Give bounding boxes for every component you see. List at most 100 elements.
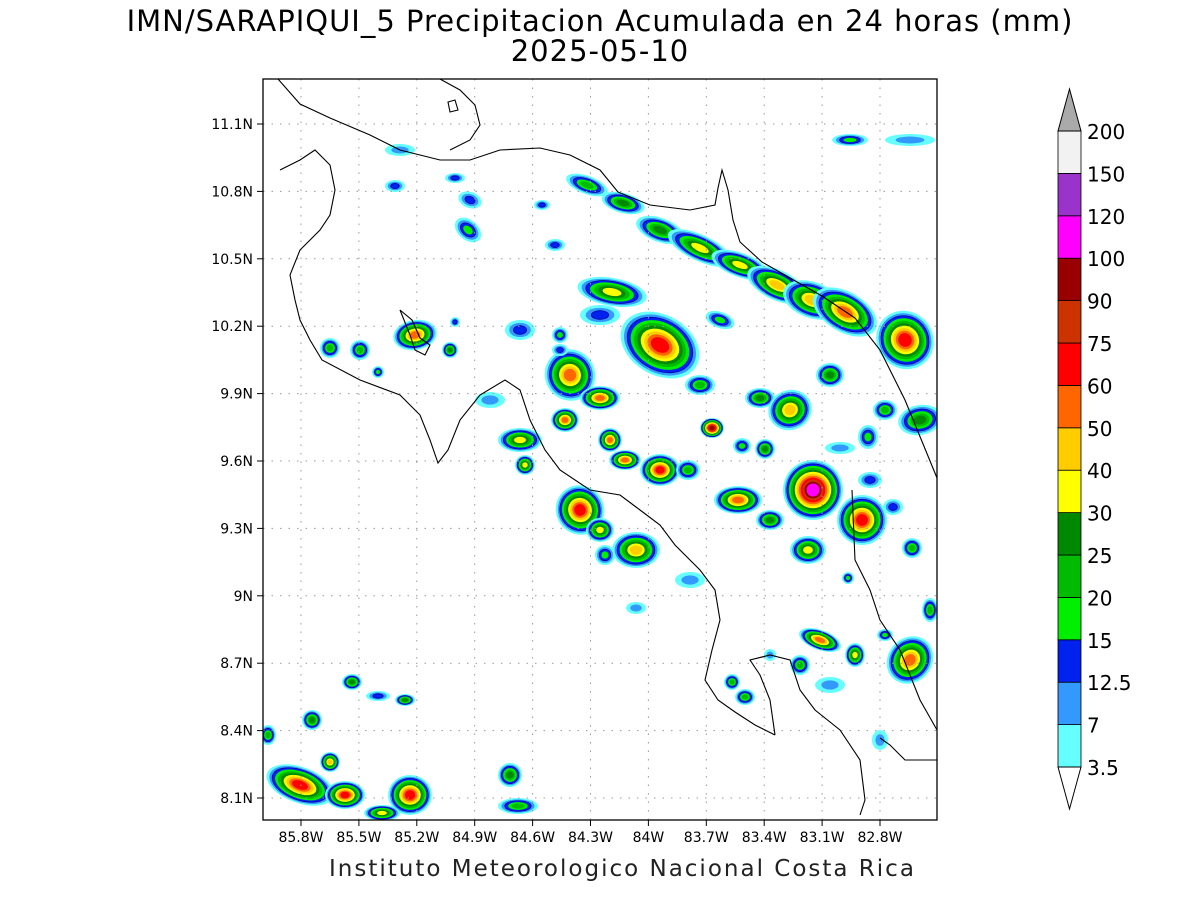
precipitation-cell: [837, 495, 887, 545]
coastline-segment: [851, 489, 937, 731]
precipitation-cell: [598, 428, 622, 452]
precipitation-cell: [458, 191, 482, 209]
lon-tick-label: 85.8W: [278, 830, 323, 846]
longitude-axis: 85.8W 85.5W 85.2W 84.9W 84.6W 84.3W 84W 83.7W 83…: [278, 820, 903, 846]
precipitation-cell: [620, 311, 700, 379]
precipitation-cell: [873, 400, 897, 420]
precipitation-cell: [876, 310, 934, 370]
legend-label: 100: [1087, 247, 1125, 271]
legend-swatch: [1057, 469, 1082, 514]
precipitation-cell: [445, 173, 465, 183]
lon-tick-label: 83.7W: [684, 830, 729, 846]
lon-tick-label: 84.3W: [568, 830, 613, 846]
precipitation-cell: [552, 327, 568, 343]
legend-label: 60: [1087, 374, 1112, 398]
precipitation-cell: [320, 338, 340, 358]
precipitation-cell: [612, 532, 660, 568]
lon-tick-label: 84.6W: [510, 830, 555, 846]
coastline-segment: [277, 79, 937, 479]
precipitation-cell: [263, 725, 276, 745]
precipitation-cell: [883, 499, 903, 515]
legend-swatch: [1057, 639, 1082, 683]
precipitation-cell: [350, 340, 370, 360]
precipitation-cell: [442, 342, 458, 358]
precipitation-cell: [825, 442, 855, 454]
coastline-segment: [879, 737, 937, 761]
legend-label: 25: [1087, 544, 1112, 568]
precipitation-cell: [320, 752, 340, 772]
legend-label: 20: [1087, 586, 1112, 610]
precipitation-cell: [832, 134, 868, 146]
precipitation-cell: [450, 317, 460, 327]
precipitation-cell: [555, 485, 605, 535]
precipitation-cell: [505, 320, 535, 340]
lon-tick-label: 83.4W: [742, 830, 787, 846]
coastline-segment: [399, 309, 431, 356]
precipitation-cell: [705, 310, 735, 330]
precipitation-cell: [755, 439, 775, 459]
lat-tick-label: 10.8N: [211, 184, 253, 200]
precipitation-cell: [393, 319, 437, 351]
precipitation-cell: [745, 388, 775, 408]
map-title: IMN/SARAPIQUI_5 Precipitacion Acumulada …: [126, 4, 1074, 38]
lon-tick-label: 84W: [633, 830, 665, 846]
lat-tick-label: 11.1N: [211, 117, 253, 133]
coastline-segment: [749, 654, 866, 816]
legend-swatch: [1057, 512, 1082, 556]
precipitation-cell: [902, 538, 922, 558]
legend-label: 150: [1087, 162, 1125, 186]
precipitation-cell: [395, 694, 415, 706]
legend-label: 3.5: [1087, 756, 1119, 780]
lat-tick-label: 8.1N: [220, 791, 253, 807]
precipitation-cell: [735, 689, 755, 705]
precipitation-cell: [498, 798, 538, 814]
precipitation-cell: [858, 472, 882, 488]
precipitation-cell: [609, 450, 641, 470]
precipitation-cell: [733, 438, 751, 454]
precipitation-cell: [515, 455, 535, 475]
lat-tick-label: 9N: [234, 589, 253, 605]
precipitation-field: [263, 134, 937, 820]
legend-swatch: [1057, 342, 1082, 386]
coastline-segment: [439, 79, 481, 151]
legend-label: 7: [1087, 714, 1100, 738]
legend-label: 90: [1087, 290, 1112, 314]
legend-label: 40: [1087, 459, 1112, 483]
precipitation-cell: [768, 389, 812, 431]
legend-extend-top: [1057, 87, 1082, 132]
coastline-segment: [447, 99, 459, 113]
legend-swatch: [1057, 384, 1082, 429]
legend-swatch: [1057, 257, 1082, 302]
precipitation-cell: [595, 545, 615, 565]
legend-swatch: [1057, 427, 1082, 471]
legend-swatch: [1057, 130, 1082, 174]
precipitation-cell: [385, 180, 405, 192]
precipitation-cell: [475, 392, 505, 408]
lon-tick-label: 83.1W: [800, 830, 845, 846]
precipitation-cell: [724, 674, 740, 690]
precipitation-cell: [372, 366, 384, 378]
legend-label: 30: [1087, 502, 1112, 526]
precipitation-cell: [454, 217, 482, 243]
precipitation-cell: [858, 425, 878, 449]
lat-tick-label: 10.2N: [211, 319, 253, 335]
lon-tick-label: 84.9W: [452, 830, 497, 846]
precipitation-cell: [366, 691, 390, 701]
precipitation-cell: [790, 536, 826, 564]
precipitation-cell: [552, 344, 568, 356]
precipitation-cell: [586, 518, 614, 542]
legend-extend-bottom: [1057, 766, 1082, 811]
precipitation-cell: [580, 305, 620, 325]
coastline-borders: [277, 79, 937, 816]
legend-swatch: [1057, 172, 1082, 217]
precipitation-cell: [544, 349, 596, 401]
lat-tick-label: 8.4N: [220, 724, 253, 740]
lat-tick-label: 10.5N: [211, 252, 253, 268]
precipitation-cell: [577, 276, 647, 308]
lat-tick-label: 9.3N: [220, 521, 253, 537]
legend-swatch: [1057, 597, 1082, 641]
lon-tick-label: 85.2W: [394, 830, 439, 846]
legend-swatch: [1057, 554, 1082, 598]
legend-swatch: [1057, 724, 1082, 768]
lat-tick-label: 9.6N: [220, 454, 253, 470]
